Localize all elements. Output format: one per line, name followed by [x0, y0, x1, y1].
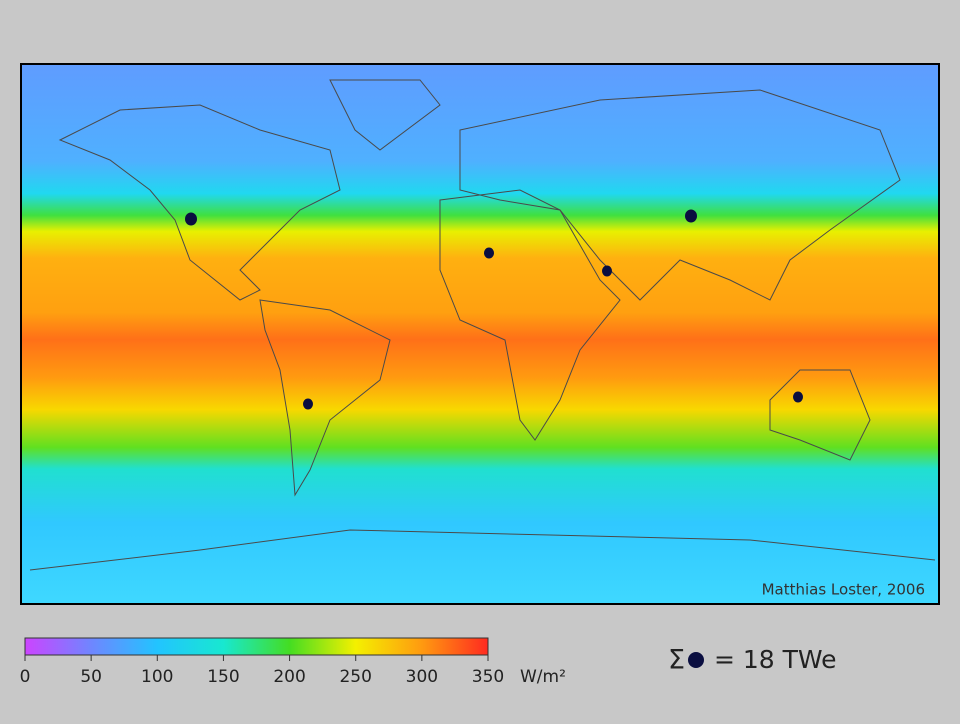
colorbar-tick-label: 250 — [339, 667, 371, 687]
marker — [303, 398, 313, 410]
colorbar-unit: W/m² — [520, 667, 566, 687]
colorbar-fill — [24, 637, 489, 656]
marker — [793, 391, 803, 403]
legend-marker — [688, 652, 704, 668]
coastlines — [29, 79, 936, 571]
marker — [484, 247, 494, 259]
map-frame — [20, 63, 940, 605]
colorbar-tick-label: 150 — [207, 667, 239, 687]
credit: Matthias Loster, 2006 — [762, 581, 925, 599]
colorbar-tick-label: 0 — [20, 667, 31, 687]
colorbar-tick-label: 200 — [273, 667, 305, 687]
legend-symbol: Σ — [668, 645, 685, 676]
marker — [185, 212, 197, 226]
colorbar-tick-label: 300 — [406, 667, 438, 687]
legend: Σ = 18 TWe — [668, 645, 837, 676]
colorbar-tick-label: 100 — [141, 667, 173, 687]
colorbar-tick-label: 50 — [80, 667, 102, 687]
colorbar-tick-label: 350 — [472, 667, 504, 687]
marker — [602, 265, 612, 277]
map: Matthias Loster, 2006 — [20, 63, 940, 605]
colorbar: W/m² 0 50 100 150 200 250 300 350 — [20, 637, 566, 687]
plant-markers — [185, 209, 803, 410]
legend-text: = 18 TWe — [714, 645, 837, 674]
marker — [685, 209, 697, 223]
